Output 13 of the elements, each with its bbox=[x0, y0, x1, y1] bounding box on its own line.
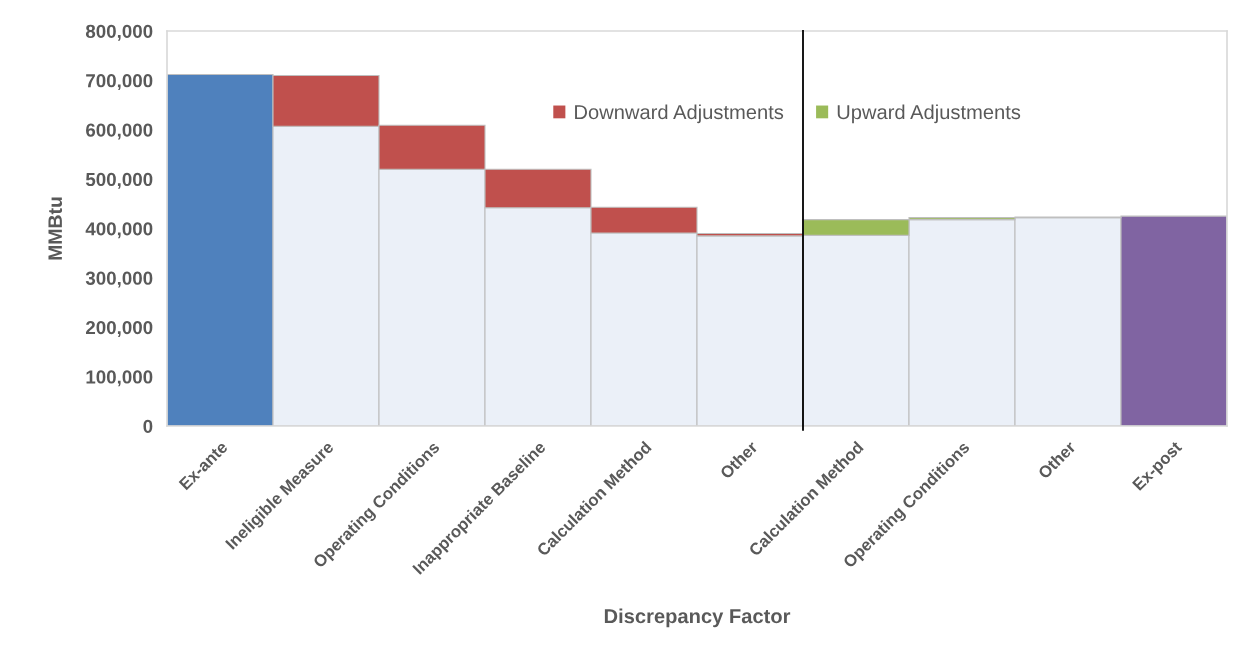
x-axis-title: Discrepancy Factor bbox=[604, 608, 791, 628]
y-tick-label: 800,000 bbox=[85, 24, 153, 41]
y-axis-title: MMBtu bbox=[48, 197, 63, 260]
y-tick-label: 200,000 bbox=[85, 320, 153, 337]
y-tick-label: 700,000 bbox=[86, 74, 153, 91]
y-tick-label: 400,000 bbox=[85, 222, 153, 239]
y-tick-label: 600,000 bbox=[86, 123, 153, 140]
legend-label: Upward Adjustments bbox=[837, 104, 1021, 124]
y-tick-label: 300,000 bbox=[85, 271, 153, 288]
y-tick-label: 0 bbox=[143, 419, 153, 433]
legend-label: Downward Adjustments bbox=[575, 104, 784, 124]
y-tick-label: 500,000 bbox=[85, 172, 153, 189]
y-tick-label: 100,000 bbox=[86, 370, 153, 387]
